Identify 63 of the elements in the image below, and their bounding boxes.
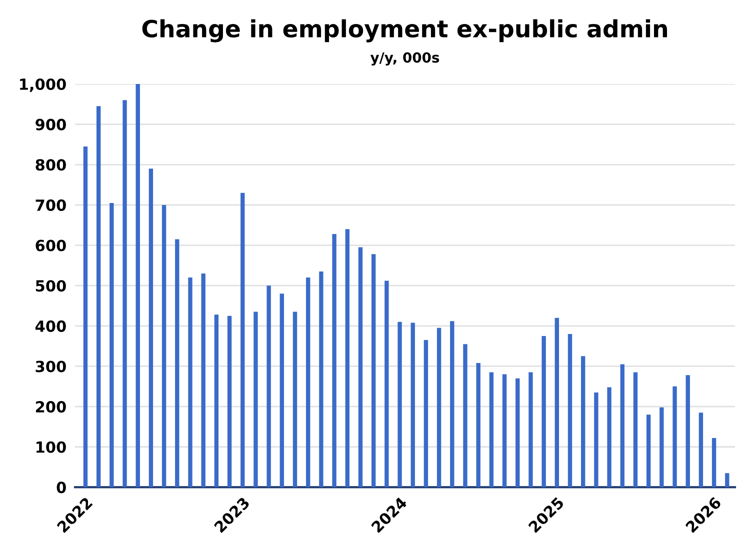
y-tick-label: 300 [36, 360, 66, 372]
bar [214, 314, 219, 488]
bar [201, 274, 206, 488]
y-tick-label: 100 [36, 441, 66, 453]
bar [240, 192, 245, 488]
bar [620, 364, 624, 488]
bar [594, 392, 598, 488]
bar [266, 286, 271, 488]
bar [554, 318, 559, 488]
bar [646, 414, 651, 488]
bar [672, 386, 677, 488]
bar [136, 84, 140, 488]
chart-subtitle: y/y, 000s [370, 52, 440, 66]
bar [528, 372, 533, 488]
y-tick-label: 700 [36, 199, 66, 211]
y-tick-label: 0 [56, 482, 66, 494]
y-tick-label: 200 [36, 401, 66, 413]
bar [436, 328, 442, 488]
bar [725, 473, 730, 488]
y-tick-label: 500 [36, 280, 66, 292]
bar [542, 336, 546, 488]
bar [175, 239, 180, 488]
bar [292, 312, 298, 488]
bar [450, 321, 454, 488]
bar [332, 234, 336, 488]
bar [319, 271, 324, 488]
bar [306, 278, 310, 488]
bar [698, 412, 704, 488]
chart-title: Change in employment ex-public admin [142, 19, 667, 42]
bar [424, 340, 428, 488]
y-tick-label: 400 [35, 320, 66, 332]
bar [686, 375, 690, 488]
bar [280, 294, 284, 488]
bar [345, 229, 350, 488]
bar [227, 316, 232, 488]
bar [110, 202, 114, 488]
bar [607, 387, 612, 488]
bar [410, 322, 415, 488]
bar [568, 334, 572, 488]
bar [489, 372, 494, 488]
bar [398, 322, 402, 488]
bar [83, 146, 88, 488]
bar [476, 363, 480, 488]
bar [162, 204, 166, 488]
bar [384, 280, 389, 488]
bar [148, 168, 154, 488]
bar [371, 254, 376, 488]
bar [633, 372, 638, 488]
bar [188, 278, 192, 488]
bar [122, 100, 127, 488]
bar [660, 407, 664, 488]
bar [463, 344, 468, 488]
bar [358, 247, 363, 488]
y-tick-label: 600 [36, 240, 66, 252]
bar [96, 106, 101, 488]
bar [581, 356, 586, 488]
bar [712, 438, 716, 488]
bar [254, 312, 258, 488]
y-tick-label: 800 [36, 159, 66, 171]
y-tick-label: 900 [36, 118, 66, 130]
bar [502, 374, 507, 488]
y-tick-label: 1,000 [20, 78, 66, 92]
bar [516, 378, 520, 488]
